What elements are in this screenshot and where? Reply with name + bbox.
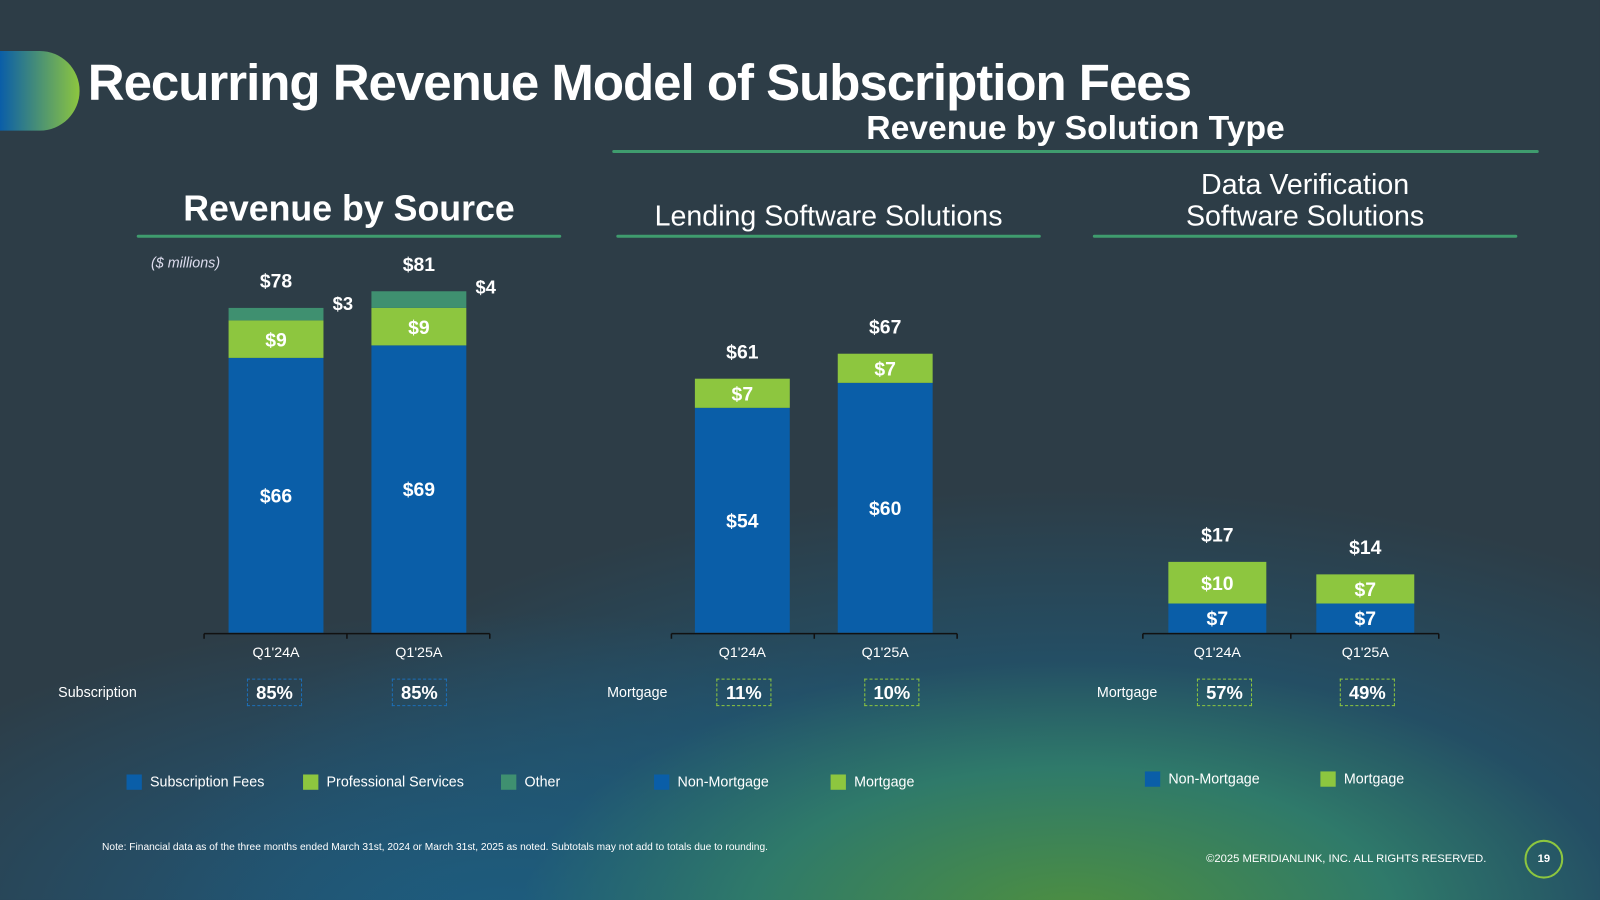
legend-subscription-fees: Subscription Fees (126, 773, 265, 790)
percent-box: 10% (864, 678, 920, 707)
legend-swatch (830, 773, 846, 790)
x-tick-label: Q1'25A (395, 645, 443, 661)
total-label: $78 (260, 271, 293, 293)
bar-segment-other (371, 291, 467, 308)
legend-label: Subscription Fees (149, 773, 265, 790)
total-label: $67 (869, 316, 901, 338)
data-label: $7 (1355, 579, 1377, 601)
chart-rule-data-verification (1092, 234, 1518, 238)
data-label: $60 (869, 498, 901, 520)
legend-label: Non-Mortgage (677, 773, 769, 790)
row-label: Subscription (58, 683, 137, 700)
bar-segment-professional-services (371, 307, 467, 346)
data-label: $9 (265, 329, 287, 351)
total-label: $17 (1201, 524, 1233, 546)
logo-gradient-shape (0, 51, 80, 131)
legend-label: Mortgage (1343, 770, 1405, 787)
total-label: $14 (1349, 537, 1382, 559)
chart-title-data-verification: Data Verification Software Solutions (1093, 168, 1517, 231)
page-title: Recurring Revenue Model of Subscription … (87, 54, 1192, 112)
legend-label: Non-Mortgage (1168, 770, 1260, 787)
bar-segment-non-mortgage (694, 407, 790, 633)
bar-segment-mortgage (1168, 561, 1267, 604)
legend-swatch (126, 773, 142, 790)
percent-box: 85% (391, 678, 447, 707)
x-tick-label: Q1'25A (862, 645, 910, 661)
data-label: $69 (403, 479, 436, 501)
chart-rule-lending (616, 234, 1041, 238)
data-label: $7 (1207, 608, 1229, 630)
bar-segment-mortgage (1316, 574, 1415, 604)
percent-box: 57% (1196, 678, 1253, 707)
legend-swatch (501, 773, 517, 790)
data-label: $7 (874, 358, 896, 380)
bar-segment-subscription-fees (228, 357, 324, 633)
chart-title-source: Revenue by Source (183, 188, 515, 229)
bar-segment-non-mortgage (837, 382, 933, 633)
legend-label: Other (524, 773, 561, 790)
chart-title-line: Data Verification (1201, 168, 1410, 200)
percent-box: 85% (246, 678, 303, 707)
legend-swatch (1144, 770, 1161, 787)
bar-segment-mortgage (694, 378, 790, 408)
bar-segment-mortgage (837, 353, 933, 383)
legend-swatch (1320, 770, 1336, 787)
chart-title-line: Software Solutions (1185, 199, 1425, 232)
data-label: $66 (260, 485, 293, 507)
legend-non-mortgage: Non-Mortgage (1144, 770, 1260, 787)
x-tick-label: Q1'24A (252, 645, 300, 661)
legend-mortgage: Mortgage (1320, 770, 1405, 787)
bar-segment-subscription-fees (371, 345, 467, 633)
legend-other: Other (501, 773, 561, 790)
bar-segment-other (228, 307, 324, 321)
legend-swatch (654, 773, 670, 790)
copyright: ©2025 MERIDIANLINK, INC. ALL RIGHTS RESE… (1206, 853, 1487, 866)
total-label: $81 (403, 254, 436, 276)
page-number: 19 (1524, 839, 1564, 879)
footnote: Note: Financial data as of the three mon… (102, 841, 768, 854)
chart-rule-source (136, 234, 562, 238)
legend-label: Mortgage (854, 773, 915, 790)
section-title: Revenue by Solution Type (866, 108, 1285, 146)
section-rule (612, 149, 1539, 154)
total-label: $61 (726, 341, 759, 363)
units-label: ($ millions) (151, 254, 221, 271)
legend-swatch (303, 773, 319, 790)
row-label: Mortgage (1096, 683, 1158, 700)
data-label: $3 (333, 293, 353, 314)
bar-segment-professional-services (228, 320, 324, 358)
x-tick-label: Q1'25A (1342, 645, 1390, 661)
bar-segment-non-mortgage (1168, 603, 1267, 633)
legend-professional-services: Professional Services (303, 773, 464, 790)
data-label: $7 (1355, 608, 1377, 630)
legend-mortgage: Mortgage (830, 773, 915, 790)
data-label: $9 (408, 317, 430, 339)
x-tick-label: Q1'24A (1194, 645, 1242, 661)
legend-non-mortgage: Non-Mortgage (654, 773, 769, 790)
data-label: $4 (475, 276, 496, 297)
data-label: $54 (726, 510, 759, 532)
percent-box: 49% (1339, 678, 1395, 707)
legend-label: Professional Services (326, 773, 464, 790)
bar-segment-non-mortgage (1316, 603, 1415, 633)
row-label: Mortgage (607, 683, 668, 700)
data-label: $7 (732, 383, 754, 405)
chart-title-lending: Lending Software Solutions (654, 199, 1003, 232)
data-label: $10 (1201, 573, 1233, 595)
x-tick-label: Q1'24A (719, 645, 767, 661)
percent-box: 11% (716, 678, 772, 707)
